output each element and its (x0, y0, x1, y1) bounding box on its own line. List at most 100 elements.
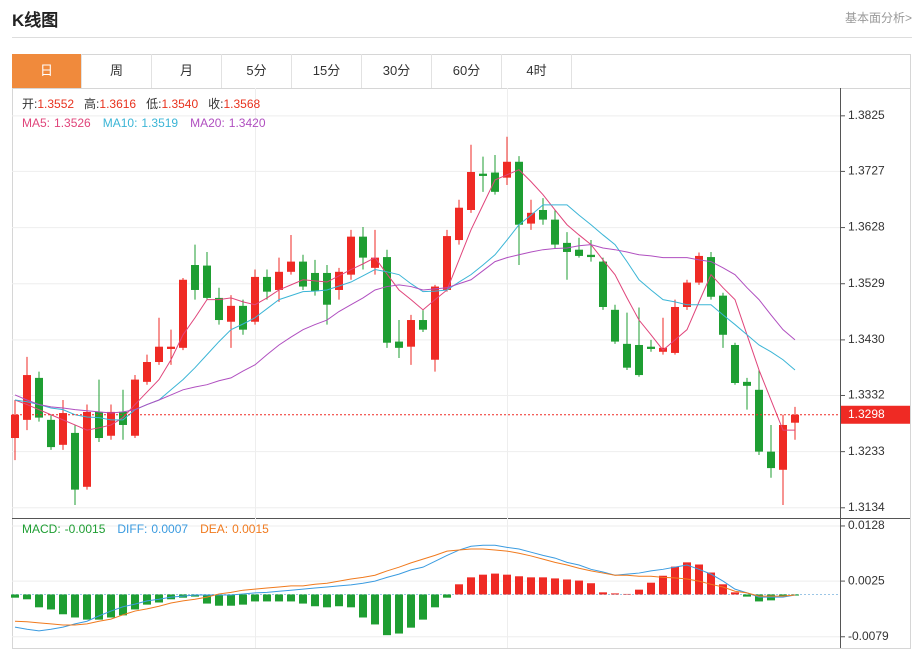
macd-bar (119, 594, 127, 616)
macd-bar (419, 594, 427, 620)
macd-bar (83, 594, 91, 620)
macd-bar (503, 574, 511, 595)
macd-bar (371, 594, 379, 625)
macd-bar (719, 584, 727, 595)
candle-body (383, 257, 391, 343)
macd-bar (671, 566, 679, 595)
period-tab[interactable]: 60分 (432, 54, 502, 88)
candle-body (467, 171, 475, 210)
macd-bar (683, 562, 691, 595)
legend-value: 1.3519 (141, 116, 178, 130)
period-tab[interactable]: 5分 (222, 54, 292, 88)
macd-bar (599, 592, 607, 595)
candle-body (407, 320, 415, 347)
info-label: 开: (22, 97, 37, 111)
period-tab[interactable]: 4时 (502, 54, 572, 88)
candle-body (239, 305, 247, 330)
candle-body (683, 282, 691, 307)
macd-bar (707, 572, 715, 595)
y-tick-label: 1.3727 (848, 164, 885, 178)
candle-body (83, 411, 91, 487)
candle-body (635, 344, 643, 376)
candle-body (155, 346, 163, 363)
fundamental-link[interactable]: 基本面分析> (844, 11, 912, 25)
candle-body (539, 209, 547, 220)
candle-body (335, 271, 343, 290)
candle-body (707, 257, 715, 297)
candle-body (371, 257, 379, 268)
info-value: 1.3568 (223, 97, 260, 111)
macd-bar (647, 582, 655, 595)
period-tab[interactable]: 30分 (362, 54, 432, 88)
legend-value: -0.0015 (65, 522, 106, 536)
macd-bar (23, 594, 31, 600)
macd-bar (563, 579, 571, 595)
candle-body (119, 411, 127, 425)
candle-body (23, 375, 31, 420)
candle-body (11, 414, 19, 439)
y-tick-label: 1.3233 (848, 444, 885, 458)
candle-body (203, 265, 211, 298)
candle-body (731, 344, 739, 383)
candle-body (527, 212, 535, 224)
candle-body (443, 236, 451, 290)
macd-bar (383, 594, 391, 636)
macd-bar (359, 594, 367, 618)
period-tab[interactable]: 月 (152, 54, 222, 88)
macd-bar (539, 577, 547, 595)
candle-body (647, 346, 655, 349)
candle-body (71, 432, 79, 490)
macd-bar (95, 594, 103, 620)
candle-body (263, 276, 271, 292)
candle-body (191, 265, 199, 290)
candle-body (179, 279, 187, 348)
macd-bar (575, 580, 583, 595)
candle-body (395, 341, 403, 348)
legend-label: DIFF: (117, 522, 147, 536)
y-tick-label: 1.3628 (848, 220, 885, 234)
macd-bar (107, 594, 115, 618)
candle-body (611, 309, 619, 342)
macd-bar (611, 593, 619, 595)
macd-bar (491, 573, 499, 595)
info-value: 1.3552 (37, 97, 74, 111)
legend-label: DEA: (200, 522, 228, 536)
macd-line (14, 548, 796, 626)
candle-body (35, 377, 43, 418)
candle-body (227, 305, 235, 322)
divider (12, 37, 912, 38)
candle-body (107, 411, 115, 436)
macd-bar (623, 593, 631, 595)
period-tab[interactable]: 15分 (292, 54, 362, 88)
candle-body (491, 172, 499, 192)
macd-bar (431, 594, 439, 608)
macd-bar (347, 594, 355, 608)
candle-body (755, 389, 763, 452)
candle-body (215, 297, 223, 321)
candle-body (95, 411, 103, 439)
candle-body (599, 261, 607, 307)
candle-body (431, 286, 439, 360)
candle-body (503, 161, 511, 178)
legend-value: 0.0015 (232, 522, 269, 536)
candle-body (275, 271, 283, 290)
macd-bar (407, 594, 415, 628)
period-tab[interactable]: 日 (12, 54, 82, 88)
candle-body (143, 362, 151, 382)
candle-body (551, 219, 559, 245)
y-tick-label: 1.3529 (848, 276, 885, 290)
info-value: 1.3616 (99, 97, 136, 111)
candle-body (47, 419, 55, 448)
macd-bar (35, 594, 43, 608)
legend-label: MA5: (22, 116, 50, 130)
macd-bar (659, 575, 667, 595)
macd-bar (335, 594, 343, 607)
macd-bar (323, 594, 331, 608)
macd-bar (71, 594, 79, 618)
period-tab[interactable]: 周 (82, 54, 152, 88)
candle-body (323, 272, 331, 305)
macd-bar (203, 594, 211, 604)
ma-line (14, 244, 796, 414)
